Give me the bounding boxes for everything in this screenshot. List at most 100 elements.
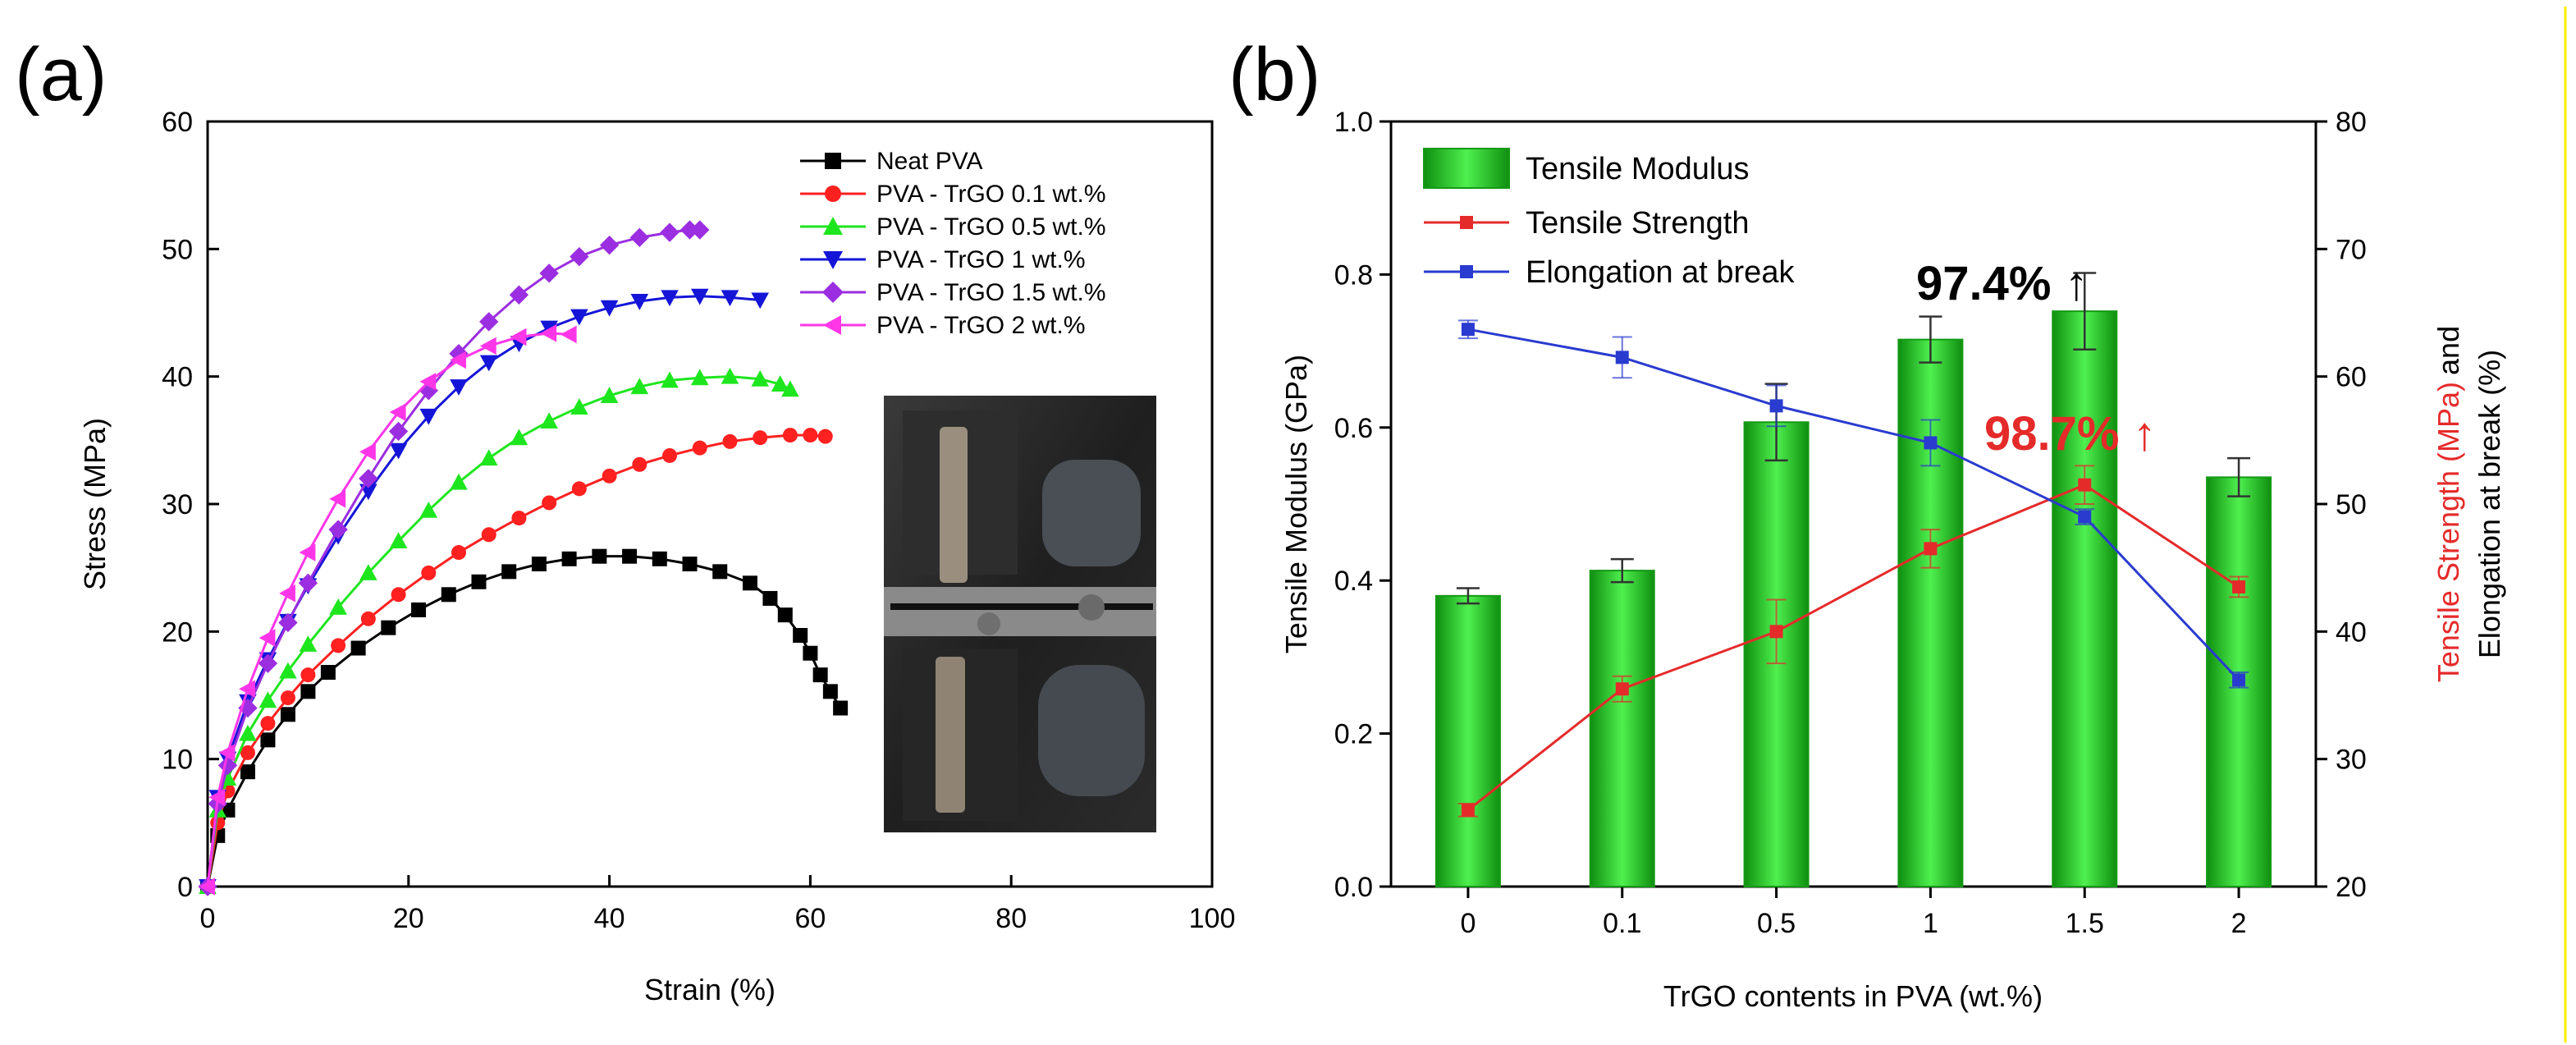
y-tick-label-b: 0.8 [1334, 259, 1373, 291]
legend-marker-a [822, 282, 844, 303]
x-tick-label-b: 0.1 [1603, 908, 1641, 939]
y-tick-label-a: 20 [162, 616, 193, 648]
y-right-tick-label-b: 50 [2336, 489, 2367, 520]
legend-label-a: PVA - TrGO 1 wt.% [876, 246, 1086, 273]
data-point-a [571, 481, 587, 497]
data-point-a [218, 744, 236, 762]
data-point-a [570, 309, 588, 326]
data-point-a [419, 501, 438, 518]
data-point-a [561, 551, 577, 566]
mechanical-properties-chart: 0 0.1 0.5 1 1.5 2 0.0 0.2 0.4 0.6 0.8 1.0 20 30 40 50 60… [1279, 107, 2506, 1013]
y-axis-label-b: Tensile Modulus (GPa) [1279, 355, 1313, 653]
strength-point [1924, 542, 1938, 556]
x-tick-label-b: 0 [1460, 908, 1476, 939]
legend-swatch-modulus [1423, 148, 1510, 189]
legend-label-a: PVA - TrGO 1.5 wt.% [876, 279, 1106, 306]
data-point-a [803, 428, 818, 443]
data-point-a [479, 449, 498, 466]
data-point-a [630, 378, 649, 395]
strength-point [1461, 803, 1475, 817]
y-tick-label-a: 10 [162, 745, 193, 776]
elongation-point [1461, 323, 1475, 337]
data-point-a [661, 290, 679, 307]
x-tick-label-a: 100 [1189, 903, 1236, 934]
data-point-a [479, 337, 496, 355]
elongation-point [1615, 351, 1629, 364]
data-point-a [510, 328, 527, 346]
y-tick-label-b: 1.0 [1334, 107, 1373, 138]
data-point-a [721, 290, 739, 307]
data-point-a [279, 584, 295, 603]
data-point-a [712, 564, 728, 580]
data-point-a [599, 235, 620, 255]
y-tick-label-b: 0.4 [1334, 566, 1373, 597]
data-point-a [391, 587, 406, 603]
data-point-a [481, 527, 496, 543]
modulus-bar [1434, 594, 1501, 888]
data-point-a [359, 442, 376, 461]
right-axis-label-and: and [2432, 326, 2465, 375]
data-point-a [600, 300, 619, 317]
data-point-a [822, 684, 838, 699]
series-line-a-3 [206, 295, 761, 887]
data-point-a [660, 222, 679, 242]
data-point-a [299, 543, 316, 561]
legend-label-modulus: Tensile Modulus [1526, 152, 1749, 186]
data-point-a [539, 264, 559, 283]
data-point-a [511, 511, 527, 526]
data-point-a [360, 611, 376, 626]
data-point-a [350, 640, 366, 656]
y-right-tick-label-b: 80 [2336, 107, 2367, 138]
legend-b: Tensile Modulus Tensile Strength Elongatio… [1423, 148, 1795, 290]
legend-label-b: Tensile Strength [1526, 206, 1750, 241]
modulus-bar [2052, 310, 2118, 887]
data-point-a [771, 375, 789, 392]
right-axis-label-b: Tensile Strength (MPa) and [2432, 326, 2465, 682]
data-point-a [359, 564, 377, 580]
data-point-a [419, 373, 437, 391]
data-point-a [320, 665, 336, 681]
x-tick-label-a: 20 [393, 903, 424, 934]
data-point-a [781, 380, 799, 397]
tensile-grip-photo [884, 396, 1156, 832]
data-point-a [679, 220, 700, 240]
data-point-a [662, 447, 678, 463]
data-point-a [803, 645, 818, 661]
legend-label-a: Neat PVA [876, 148, 983, 175]
data-point-a [388, 421, 409, 442]
data-point-a [817, 429, 833, 444]
stress-strain-chart: 0 20 40 60 80 100 0 10 20 30 40 50 60 Strain (%) Str… [78, 107, 1235, 1006]
y-tick-label-a: 50 [162, 234, 193, 265]
strength-point [1615, 682, 1629, 696]
y-axis-label-a: Stress (MPa) [78, 418, 112, 590]
data-point-a [381, 620, 396, 635]
x-tick-label-a: 80 [995, 903, 1027, 934]
data-point-a [812, 667, 828, 683]
elongation-point [1769, 399, 1783, 413]
data-point-a [421, 565, 437, 580]
data-point-a [389, 532, 408, 549]
data-point-a [690, 369, 709, 386]
y-tick-label-a: 40 [162, 362, 193, 393]
data-point-a [359, 469, 378, 488]
x-tick-label-a: 40 [594, 903, 625, 934]
x-tick-label-a: 0 [200, 903, 216, 934]
data-point-a [570, 246, 589, 267]
data-point-a [259, 629, 276, 647]
y-tick-label-a: 60 [162, 107, 193, 138]
data-point-a [630, 294, 649, 310]
legend-marker-a [825, 186, 841, 202]
data-point-a [602, 468, 617, 484]
series-line-a-5 [206, 332, 570, 887]
data-point-a [280, 690, 295, 706]
data-point-a [692, 440, 707, 456]
data-point-a [501, 564, 517, 580]
right-axis-label-elongation: Elongation at break (%) [2473, 350, 2506, 658]
data-point-a [751, 369, 769, 387]
data-point-a [280, 707, 295, 722]
data-point-a [509, 285, 529, 305]
y-tick-label-a: 30 [162, 489, 193, 520]
x-axis-label-a: Strain (%) [644, 973, 776, 1006]
annotation-modulus-increase: 97.4% ↑ [1916, 257, 2089, 310]
data-point-a [389, 403, 406, 421]
